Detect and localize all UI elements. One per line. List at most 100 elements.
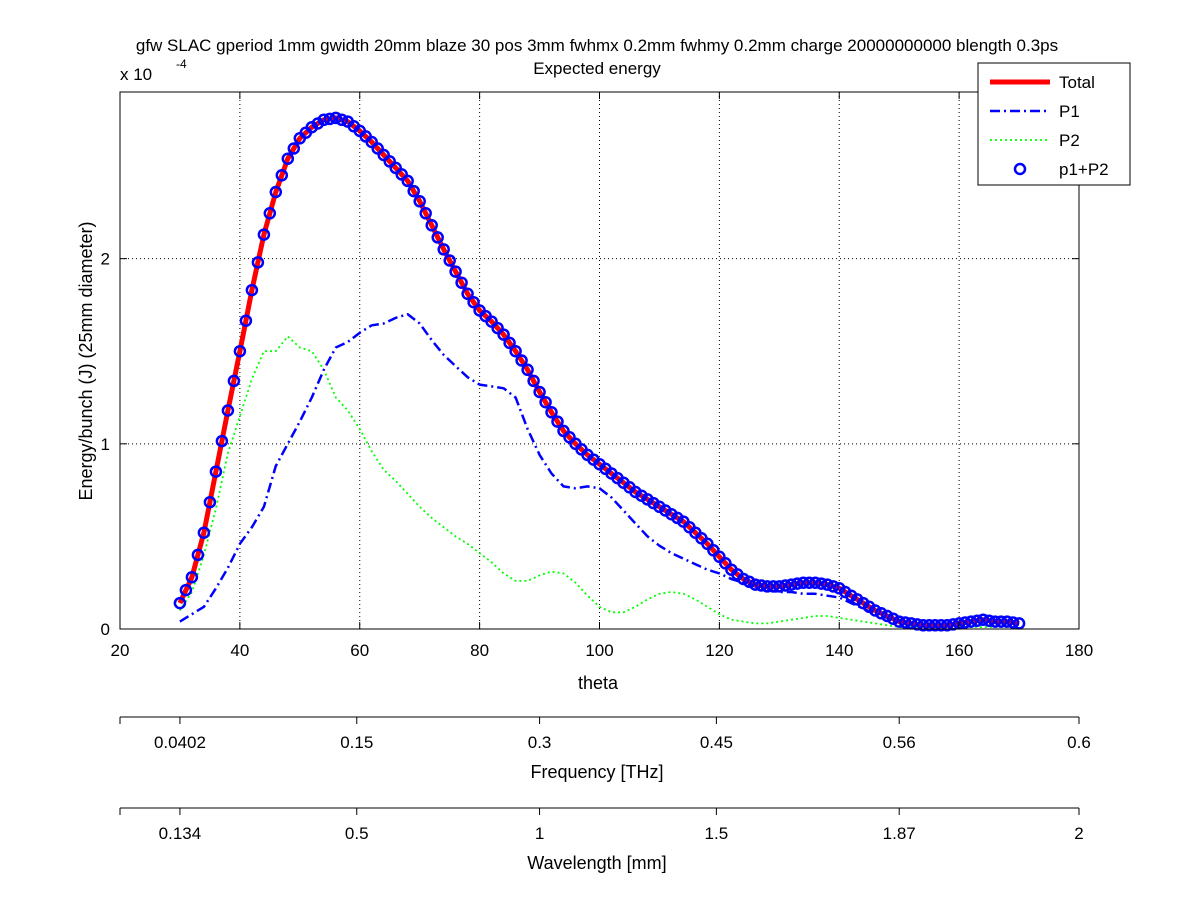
legend-item: p1+P2 xyxy=(1013,160,1109,179)
x-tick-label: 140 xyxy=(825,641,853,660)
data-point-marker xyxy=(527,374,540,388)
data-point-marker xyxy=(809,576,822,589)
secondary-tick-label: 1 xyxy=(535,824,544,843)
x-tick-label: 20 xyxy=(111,641,130,660)
legend-item: P1 xyxy=(990,102,1080,121)
series-line-p1 xyxy=(179,312,1020,627)
data-point-marker xyxy=(191,548,205,562)
chart-title: gfw SLAC gperiod 1mm gwidth 20mm blaze 3… xyxy=(136,36,1058,55)
data-point-marker xyxy=(767,580,780,593)
data-point-marker xyxy=(419,207,432,220)
x-tick-label: 60 xyxy=(350,641,369,660)
secondary-axis-title: Wavelength [mm] xyxy=(527,853,666,873)
data-point-marker xyxy=(203,495,217,509)
data-point-marker xyxy=(773,580,786,593)
data-point-marker xyxy=(815,577,828,590)
data-point-marker xyxy=(509,344,522,358)
y-tick-label: 0 xyxy=(101,620,110,639)
data-point-marker xyxy=(239,314,253,327)
data-point-marker xyxy=(934,619,948,632)
data-point-marker xyxy=(179,583,193,597)
data-point-marker xyxy=(455,276,468,289)
secondary-tick-label: 0.15 xyxy=(340,733,373,752)
data-point-marker xyxy=(964,615,978,628)
data-point-marker xyxy=(197,526,211,539)
series-markers-p1-p2 xyxy=(173,111,1026,632)
legend-label: Total xyxy=(1059,73,1095,92)
secondary-tick-label: 0.134 xyxy=(159,824,202,843)
secondary-tick-label: 0.6 xyxy=(1067,733,1091,752)
y-tick-label: 2 xyxy=(101,250,110,269)
secondary-tick-label: 0.45 xyxy=(700,733,733,752)
data-point-marker xyxy=(497,328,510,341)
secondary-tick-label: 0.56 xyxy=(883,733,916,752)
data-point-marker xyxy=(323,112,337,126)
data-point-marker xyxy=(221,404,235,417)
data-point-marker xyxy=(551,415,564,428)
data-point-marker xyxy=(874,607,888,620)
data-point-marker xyxy=(257,228,271,241)
data-point-marker xyxy=(743,575,756,589)
plot-area-border xyxy=(119,91,1080,630)
data-point-marker xyxy=(227,374,241,388)
data-point-marker xyxy=(413,195,426,208)
legend-item: Total xyxy=(990,73,1095,92)
data-point-marker xyxy=(281,152,295,165)
data-point-marker xyxy=(821,578,834,591)
data-point-marker xyxy=(976,613,990,626)
data-point-marker xyxy=(988,615,1002,628)
data-point-marker xyxy=(970,614,984,627)
legend-marker-swatch xyxy=(1013,162,1027,176)
legend-label: P1 xyxy=(1059,102,1080,121)
legend-label: P2 xyxy=(1059,131,1080,150)
x-tick-label: 80 xyxy=(470,641,489,660)
series-line-p2 xyxy=(179,335,1020,628)
data-point-marker xyxy=(185,570,199,584)
x-tick-label: 120 xyxy=(705,641,733,660)
y-axis-title: Energy/bunch (J) (25mm diameter) xyxy=(76,221,96,500)
data-point-marker xyxy=(779,579,792,592)
data-point-marker xyxy=(275,169,289,182)
secondary-tick-label: 1.5 xyxy=(705,824,729,843)
data-point-marker xyxy=(209,465,223,478)
y-exponent-base: x 10 xyxy=(120,65,152,84)
secondary-axis-wavelength: 0.134 0.5 1 1.5 1.87 2 Wavelength [mm] xyxy=(119,807,1084,873)
data-point-marker xyxy=(1012,617,1026,630)
data-point-marker xyxy=(761,580,774,593)
data-point-marker xyxy=(515,354,528,367)
data-point-marker xyxy=(886,612,900,626)
legend: Total P1 P2 p1+P2 xyxy=(977,62,1131,186)
x-tick-label: 100 xyxy=(585,641,613,660)
data-series xyxy=(173,111,1026,632)
x-axis-title: theta xyxy=(578,673,619,693)
data-point-marker xyxy=(958,616,972,629)
data-point-marker xyxy=(443,254,456,267)
data-point-marker xyxy=(407,184,420,198)
data-point-marker xyxy=(1006,616,1020,629)
y-tick-label: 1 xyxy=(101,435,110,454)
data-point-marker xyxy=(539,395,552,409)
data-point-marker xyxy=(892,615,906,628)
secondary-tick-label: 0.3 xyxy=(528,733,552,752)
data-point-marker xyxy=(467,295,480,309)
data-point-marker xyxy=(173,596,187,610)
data-point-marker xyxy=(269,185,283,199)
data-point-marker xyxy=(737,572,750,586)
secondary-tick-label: 0.5 xyxy=(345,824,369,843)
data-point-marker xyxy=(401,174,414,188)
data-point-marker xyxy=(749,578,762,591)
legend-item: P2 xyxy=(990,131,1080,150)
secondary-tick-label: 0.0402 xyxy=(154,733,206,752)
data-point-marker xyxy=(425,219,438,232)
data-point-marker xyxy=(317,113,331,127)
data-point-marker xyxy=(437,243,450,256)
data-point-marker xyxy=(868,604,882,617)
data-point-marker xyxy=(533,385,546,399)
data-point-marker xyxy=(245,283,259,297)
data-point-marker xyxy=(755,579,768,592)
data-point-marker xyxy=(797,576,810,589)
secondary-tick-label: 1.87 xyxy=(883,824,916,843)
data-point-marker xyxy=(287,142,301,155)
